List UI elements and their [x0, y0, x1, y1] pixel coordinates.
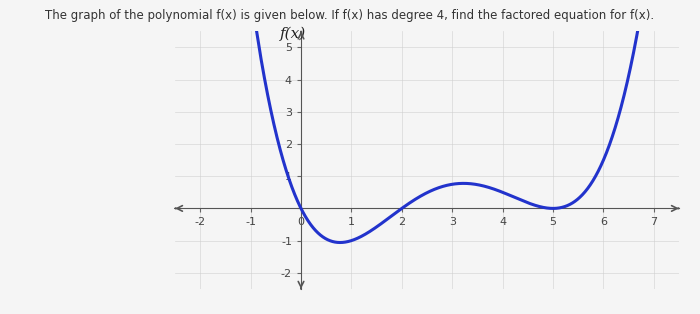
Text: The graph of the polynomial f(x) is given below. If f(x) has degree 4, find the : The graph of the polynomial f(x) is give…: [46, 9, 655, 22]
Text: f(x): f(x): [280, 27, 307, 41]
